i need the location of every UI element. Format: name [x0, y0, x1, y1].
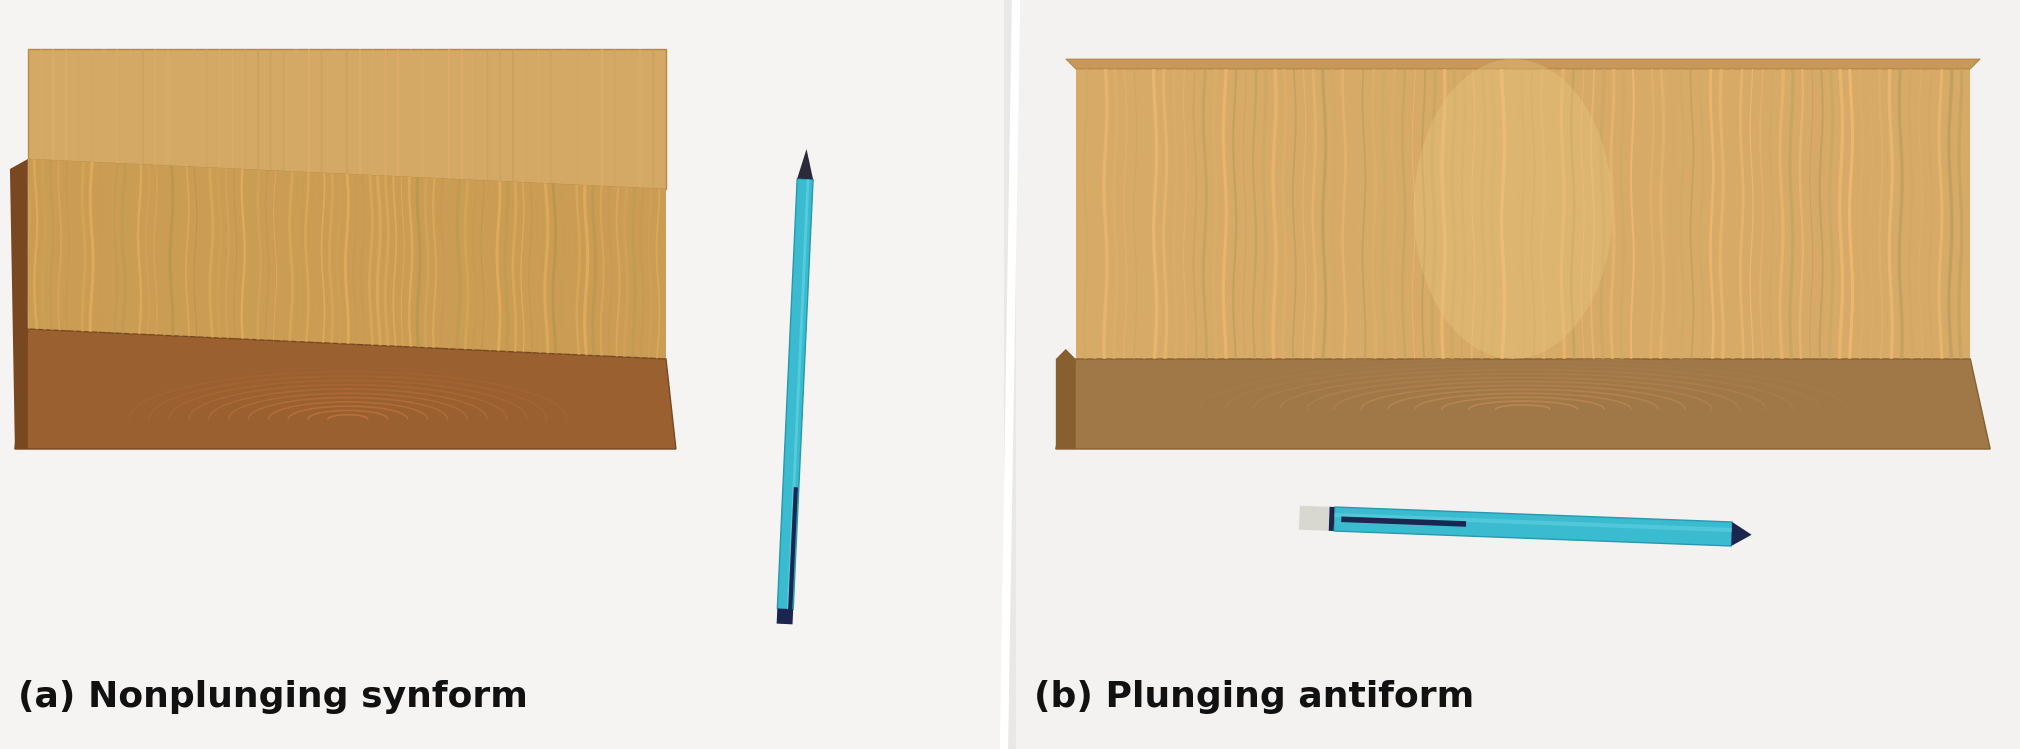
Polygon shape [28, 49, 667, 189]
Polygon shape [14, 329, 677, 449]
Ellipse shape [1414, 59, 1612, 359]
Polygon shape [776, 609, 794, 625]
Polygon shape [1329, 507, 1335, 531]
Polygon shape [1333, 507, 1733, 546]
Text: (b) Plunging antiform: (b) Plunging antiform [1034, 680, 1475, 714]
Polygon shape [798, 149, 814, 179]
Polygon shape [1731, 522, 1751, 546]
Polygon shape [10, 159, 28, 449]
Polygon shape [1056, 359, 1990, 449]
Polygon shape [1056, 349, 1077, 449]
Polygon shape [1067, 59, 1980, 69]
Polygon shape [1299, 506, 1335, 531]
Polygon shape [28, 159, 667, 359]
Text: (a) Nonplunging synform: (a) Nonplunging synform [18, 680, 527, 714]
Polygon shape [778, 178, 814, 610]
Polygon shape [1077, 69, 1970, 359]
